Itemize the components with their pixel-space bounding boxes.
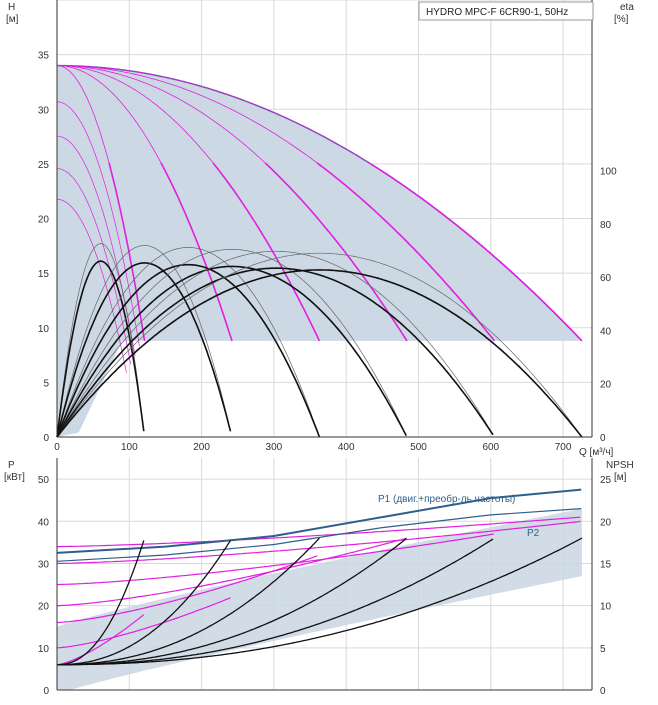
power-curve (57, 516, 581, 548)
flow-tick-label: 0 (54, 442, 60, 453)
curves-layer (56, 64, 583, 666)
stage-curve-lower (108, 162, 146, 342)
stage-curve-upper (57, 65, 266, 164)
npsh-tick-label: 15 (600, 559, 612, 570)
envelope-layer (57, 65, 582, 690)
eta-curve-thin (56, 245, 231, 438)
eta-curve-thin (56, 250, 494, 438)
eta-axis-unit: [%] (614, 14, 629, 25)
eta-curve (56, 263, 321, 438)
head-tick-label: 25 (38, 160, 50, 171)
p2-curve (56, 508, 582, 562)
flow-tick-label: 600 (482, 442, 499, 453)
eta-curve-thin (56, 247, 320, 438)
stage-curve-lower (212, 162, 321, 342)
stage-curve-upper (57, 65, 214, 164)
npsh-tick-label: 20 (600, 517, 612, 528)
head-tick-label: 20 (38, 215, 50, 226)
head-tick-label: 10 (38, 324, 50, 335)
power-tick-label: 0 (43, 686, 49, 697)
eta-tick-label: 40 (600, 326, 612, 337)
p1-curve (56, 488, 582, 554)
npsh-curve (57, 538, 407, 666)
stage-curve-lower (371, 163, 583, 342)
flow-tick-label: 500 (410, 442, 427, 453)
eta-tick-label: 0 (600, 433, 606, 444)
eta-curve-thin (56, 249, 407, 438)
stage-curve-upper (57, 65, 318, 164)
npsh-axis-title: NPSH (606, 460, 634, 471)
power-tick-label: 10 (38, 644, 50, 655)
head-axis-unit: [м] (6, 14, 19, 25)
eta-axis-title: eta (620, 2, 634, 13)
flow-tick-label: 300 (266, 442, 283, 453)
eta-curve (56, 267, 494, 438)
npsh-tick-label: 10 (600, 602, 612, 613)
title-box-frame (418, 1, 594, 21)
power-envelope (57, 508, 582, 690)
power-tick-label: 40 (38, 517, 50, 528)
npsh-curve (57, 540, 232, 666)
power-axis-unit: [кВт] (4, 472, 25, 483)
head-tick-label: 30 (38, 105, 50, 116)
power-curve (57, 537, 408, 607)
stage-curve-lower (160, 162, 233, 342)
title-box: HYDRO MPC-F 6CR90-1, 50Hz (418, 1, 594, 21)
flow-tick-label: 700 (555, 442, 572, 453)
head-tick-label: 15 (38, 269, 50, 280)
npsh-curve (57, 540, 145, 666)
eta-tick-label: 20 (600, 380, 612, 391)
power-curve (56, 520, 581, 565)
npsh-curve (57, 537, 583, 666)
p2-label: P2 (527, 528, 540, 539)
p1-label: P1 (двиг.+преобр-ль частоты) (378, 493, 515, 505)
eta-tick-label: 80 (600, 220, 612, 231)
npsh-curve (57, 538, 494, 666)
flow-tick-label: 200 (193, 442, 210, 453)
power-curve (56, 614, 145, 666)
power-axis-title: P (8, 460, 15, 471)
power-tick-label: 50 (38, 475, 50, 486)
npsh-tick-label: 5 (600, 644, 606, 655)
eta-curve (56, 265, 407, 438)
stage-curve-upper (56, 65, 110, 164)
speed-curve (56, 168, 132, 365)
title-text: HYDRO MPC-F 6CR90-1, 50Hz (426, 7, 568, 18)
eta-curve (56, 262, 232, 438)
power-curve (56, 597, 231, 649)
head-tick-label: 35 (38, 51, 50, 62)
npsh-curve (57, 537, 320, 666)
axes-layer (56, 0, 593, 691)
npsh-axis-unit: [м] (614, 472, 627, 483)
stage-curve-lower (264, 162, 408, 342)
power-tick-label: 30 (38, 559, 50, 570)
npsh-tick-label: 25 (600, 475, 612, 486)
power-tick-label: 20 (38, 602, 50, 613)
eta-tick-label: 100 (600, 167, 617, 178)
head-envelope (57, 65, 582, 438)
eta-curve (56, 260, 145, 438)
eta-curve-thin (56, 252, 583, 438)
eta-curve (56, 269, 583, 438)
stage-curve-upper (57, 65, 162, 164)
npsh-tick-label: 0 (600, 686, 606, 697)
flow-tick-label: 400 (338, 442, 355, 453)
head-tick-label: 0 (43, 433, 49, 444)
head-axis-title: H (8, 2, 15, 13)
head-tick-label: 5 (43, 378, 49, 389)
stage-curve-upper (57, 65, 372, 165)
eta-tick-label: 60 (600, 273, 612, 284)
flow-axis-title: Q [м³/ч] (579, 447, 614, 458)
flow-tick-label: 100 (121, 442, 138, 453)
stage-curve-lower (316, 162, 496, 342)
